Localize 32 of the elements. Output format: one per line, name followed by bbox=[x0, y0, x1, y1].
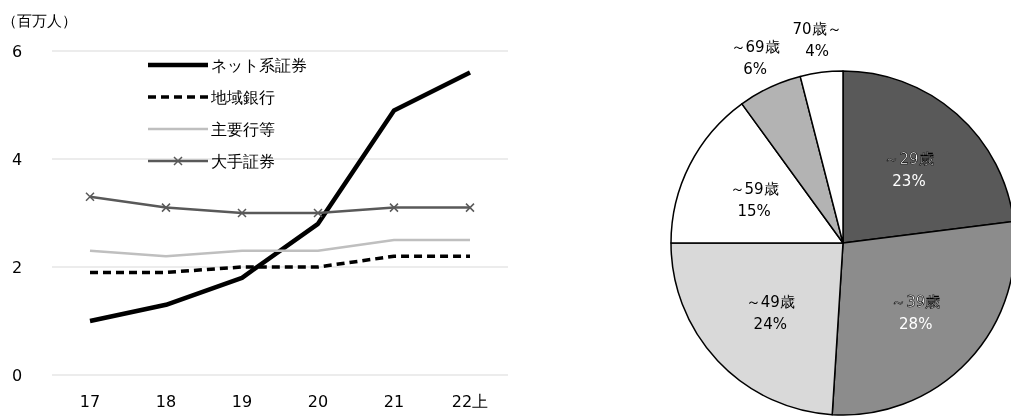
legend-label: 主要行等 bbox=[211, 120, 275, 139]
legend-label: 地域銀行 bbox=[210, 88, 275, 107]
legend-label: ネット系証券 bbox=[211, 56, 307, 75]
slice-label: ～69歳 bbox=[730, 38, 780, 57]
x-tick-label: 21 bbox=[383, 392, 405, 411]
slice-label: ～59歳 bbox=[729, 179, 779, 198]
point bbox=[85, 192, 95, 202]
point bbox=[237, 208, 247, 218]
data-label: 6% bbox=[743, 60, 768, 79]
point bbox=[465, 202, 475, 213]
x-tick-label: 22上 bbox=[451, 392, 489, 411]
slice-label: ～39歳 bbox=[891, 293, 941, 312]
data-label: 4% bbox=[805, 42, 830, 61]
x-tick-label: 19 bbox=[231, 392, 253, 411]
data-label: 24% bbox=[753, 315, 787, 334]
x-tick-label: 17 bbox=[79, 392, 101, 411]
point bbox=[389, 202, 399, 213]
x-tick-label: 20 bbox=[307, 392, 329, 411]
y-tick-label: 4 bbox=[12, 150, 23, 169]
data-label: 28% bbox=[899, 315, 933, 334]
legend-label: 大手証券 bbox=[211, 152, 275, 171]
x-tick-label: 18 bbox=[155, 392, 177, 411]
data-label: 15% bbox=[737, 201, 771, 220]
point bbox=[161, 202, 171, 213]
y-axis-title: （百万人） bbox=[2, 12, 77, 30]
point bbox=[313, 208, 323, 218]
y-tick-label: 2 bbox=[12, 258, 23, 277]
y-tick-label: 0 bbox=[12, 366, 23, 385]
y-tick-label: 6 bbox=[12, 42, 23, 61]
slice-label: ～49歳 bbox=[745, 293, 795, 312]
data-label: 23% bbox=[892, 172, 926, 191]
slice-label: 70歳～ bbox=[792, 20, 842, 39]
